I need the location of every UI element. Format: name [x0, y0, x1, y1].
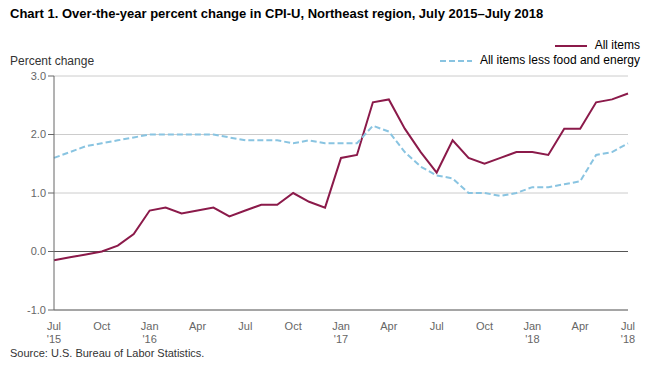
- html-text:Chart 1. Over-the-year percent: Chart 1. Over-the-year percent change in…: [10, 6, 544, 21]
- svg-text:Apr: Apr: [189, 320, 206, 332]
- html-text:Percent change: Percent change: [10, 54, 95, 68]
- svg-text:Jul: Jul: [238, 320, 252, 332]
- svg-text:Jul'15: Jul'15: [47, 320, 61, 345]
- svg-text:-1.0: -1.0: [27, 304, 46, 316]
- svg-text:Jul'18: Jul'18: [621, 320, 635, 345]
- svg-text:Jan'18: Jan'18: [523, 320, 541, 345]
- html-text:All items less food and energy: All items less food and energy: [479, 53, 640, 67]
- svg-text:Jul: Jul: [430, 320, 444, 332]
- svg-text:Apr: Apr: [380, 320, 397, 332]
- svg-text:Oct: Oct: [93, 320, 110, 332]
- svg-text:Jan'16: Jan'16: [141, 320, 159, 345]
- html-text:All items: All items: [594, 38, 640, 52]
- svg-text:Apr: Apr: [572, 320, 589, 332]
- svg-text:Jan'17: Jan'17: [332, 320, 350, 345]
- svg-text:Oct: Oct: [285, 320, 302, 332]
- svg-text:0.0: 0.0: [31, 245, 46, 257]
- svg-text:Oct: Oct: [476, 320, 493, 332]
- svg-text:2.0: 2.0: [31, 128, 46, 140]
- html-text:Source: U.S. Bureau of Labor S: Source: U.S. Bureau of Labor Statistics.: [10, 347, 205, 359]
- svg-text:3.0: 3.0: [31, 70, 46, 82]
- svg-text:1.0: 1.0: [31, 187, 46, 199]
